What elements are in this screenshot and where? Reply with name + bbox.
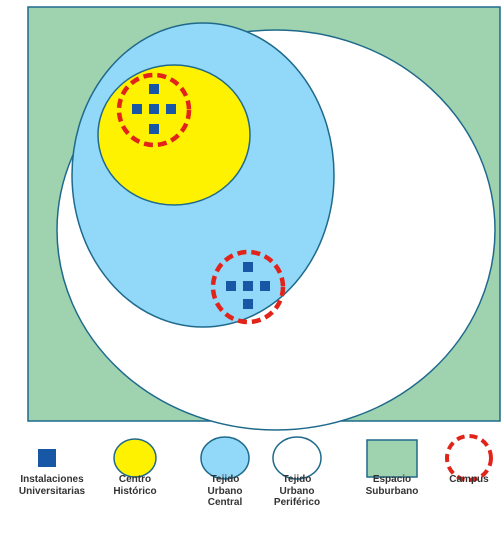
university-facility: [226, 281, 236, 291]
university-facility: [166, 104, 176, 114]
university-facility: [243, 262, 253, 272]
blue-square-icon: [38, 449, 56, 467]
university-facility: [132, 104, 142, 114]
legend-label-historic-center: Centro Histórico: [113, 474, 157, 497]
university-facility: [149, 84, 159, 94]
campus-historic-center: [116, 72, 192, 148]
lightblue-ellipse-icon: [200, 436, 250, 480]
university-facility: [149, 124, 159, 134]
campus-central-urban-fabric: [210, 249, 286, 325]
legend-label-university-facilities: Instalaciones Universitarias: [18, 474, 86, 497]
campus-boundary: [210, 249, 286, 325]
legend-label-suburban-space: Espacio Suburbano: [365, 474, 419, 497]
university-facility: [260, 281, 270, 291]
red-dashed-circle-icon: [445, 434, 493, 482]
university-facility: [243, 299, 253, 309]
legend-label-campus: Campus: [449, 474, 489, 485]
white-ellipse-icon: [272, 436, 322, 480]
historic-center-area: [97, 64, 251, 206]
legend-label-peripheral-urban-fabric: Tejido Urbano Periférico: [273, 474, 321, 508]
green-rectangle-icon: [366, 439, 418, 478]
legend-label-central-urban-fabric: Tejido Urbano Central: [207, 474, 243, 508]
yellow-ellipse-icon: [113, 438, 157, 478]
university-facility: [149, 104, 159, 114]
university-facility: [243, 281, 253, 291]
campus-boundary: [116, 72, 192, 148]
legend: [38, 434, 493, 482]
